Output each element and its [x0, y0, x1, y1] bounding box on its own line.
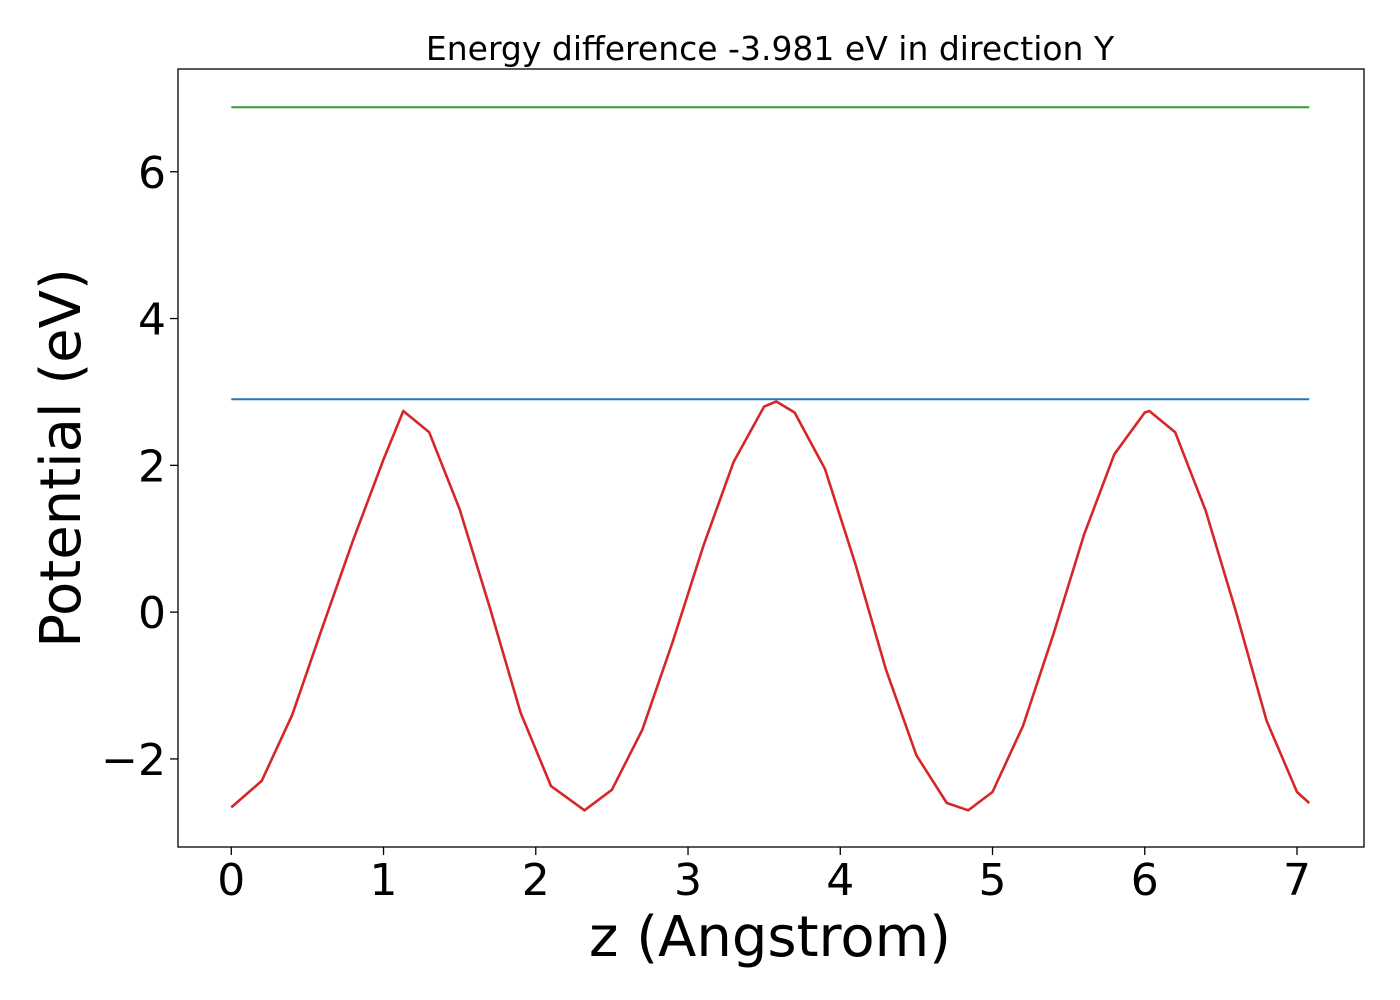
x-tick-label: 5 — [979, 855, 1007, 906]
series-layer — [230, 106, 1311, 812]
y-tick-label: −2 — [101, 735, 166, 786]
x-axis-label: z (Angstrom) — [589, 905, 951, 970]
x-tick-label: 7 — [1283, 855, 1311, 906]
chart-title: Energy difference -3.981 eV in direction… — [426, 29, 1115, 68]
plot-frame — [177, 68, 1365, 848]
y-tick-label: 6 — [138, 148, 166, 199]
y-tick-label: 2 — [138, 441, 166, 492]
x-tick-label: 1 — [370, 855, 398, 906]
x-tick-label: 0 — [217, 855, 245, 906]
y-tick-label: 4 — [138, 295, 166, 346]
series-line-0 — [230, 400, 1311, 812]
y-axis-ticks: −2 0 2 4 6 — [101, 148, 178, 786]
x-tick-label: 2 — [522, 855, 550, 906]
x-tick-label: 6 — [1131, 855, 1159, 906]
x-axis-ticks: 0 1 2 3 4 5 6 7 — [217, 847, 1311, 906]
y-axis-label: Potential (eV) — [29, 268, 94, 648]
x-tick-label: 3 — [674, 855, 702, 906]
y-tick-label: 0 — [138, 588, 166, 639]
x-tick-label: 4 — [826, 855, 854, 906]
